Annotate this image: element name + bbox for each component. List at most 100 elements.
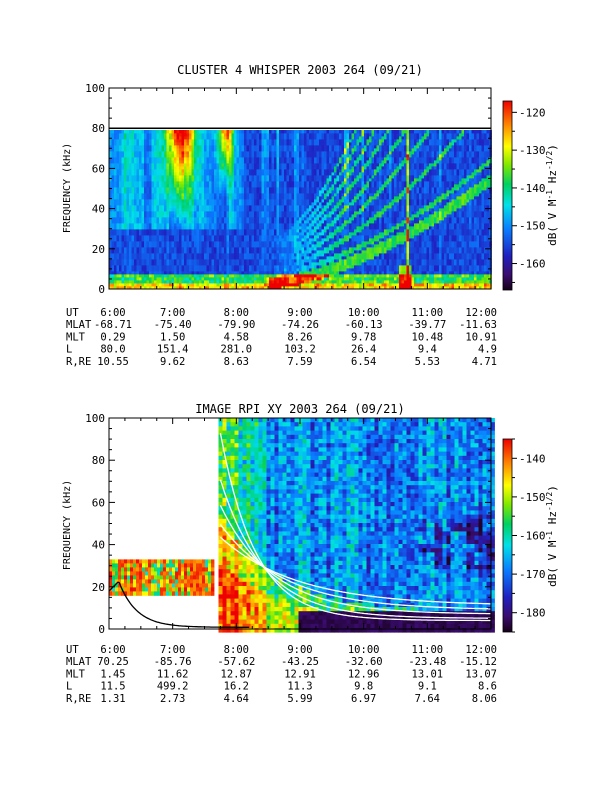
heatmap-cell [341,202,345,206]
heatmap-cell [236,262,240,266]
heatmap-cell [291,157,295,161]
heatmap-cell [184,280,187,284]
heatmap-cell [296,211,300,215]
heatmap-cell [126,247,130,251]
heatmap-cell [296,265,300,269]
heatmap-cell [171,148,175,152]
heatmap-cell [171,145,175,149]
heatmap-cell [179,217,182,221]
heatmap-cell [289,196,292,200]
heatmap-cell [224,193,227,197]
heatmap-cell [214,241,217,245]
heatmap-cell [236,205,240,209]
heatmap-cell [164,145,167,149]
heatmap-cell [284,175,287,179]
heatmap-cell [161,142,165,146]
heatmap-cell [126,205,130,209]
heatmap-cell [204,277,207,281]
heatmap-cell [336,208,340,212]
heatmap-cell [251,190,255,194]
heatmap-cell [284,202,287,206]
heatmap-cell [141,196,145,200]
heatmap-cell [161,262,165,266]
heatmap-cell [261,181,265,185]
heatmap-cell [121,280,125,284]
heatmap-cell [109,256,112,260]
heatmap-cell [316,259,320,263]
heatmap-cell [284,136,287,140]
heatmap-cell [254,226,257,230]
heatmap-cell [126,280,130,284]
heatmap-cell [126,232,130,236]
heatmap-cell [296,151,300,155]
heatmap-cell [131,169,135,173]
heatmap-cell [154,214,157,218]
heatmap-cell [324,193,327,197]
heatmap-cell [154,229,157,233]
heatmap-cell [274,283,277,287]
heatmap-cell [181,139,185,143]
heatmap-cell [154,154,157,158]
heatmap-cell [169,259,172,263]
heatmap-cell [276,283,280,287]
heatmap-cell [171,268,175,272]
heatmap-cell [271,169,275,173]
heatmap-cell [111,241,115,245]
heatmap-cell [206,238,210,242]
heatmap-cell [304,166,307,170]
heatmap-cell [154,271,157,275]
heatmap-cell [254,136,257,140]
heatmap-cell [139,259,142,263]
heatmap-cell [146,181,150,185]
heatmap-cell [259,199,262,203]
heatmap-cell [154,268,157,272]
heatmap-cell [276,160,280,164]
heatmap-cell [244,262,247,266]
heatmap-cell [166,139,170,143]
heatmap-cell [206,241,210,245]
heatmap-cell [146,253,150,257]
heatmap-cell [261,247,265,251]
heatmap-cell [326,217,330,221]
heatmap-cell [291,232,295,236]
heatmap-cell [274,142,277,146]
heatmap-cell [151,253,155,257]
heatmap-cell [131,247,135,251]
heatmap-cell [134,286,137,290]
heatmap-cell [246,238,250,242]
heatmap-cell [231,271,235,275]
heatmap-cell [166,187,170,191]
heatmap-cell [264,196,267,200]
heatmap-cell [111,217,115,221]
heatmap-cell [224,205,227,209]
heatmap-cell [249,265,252,269]
heatmap-cell [131,172,135,176]
heatmap-cell [306,130,310,134]
heatmap-cell [301,262,305,266]
heatmap-cell [286,226,290,230]
heatmap-cell [334,175,337,179]
heatmap-cell [119,130,122,134]
heatmap-cell [249,268,252,272]
heatmap-cell [136,151,140,155]
heatmap-cell [224,136,227,140]
heatmap-cell [126,190,130,194]
heatmap-cell [341,130,345,134]
heatmap-cell [321,256,325,260]
heatmap-cell [191,199,195,203]
heatmap-cell [339,262,342,266]
heatmap-cell [249,283,252,287]
heatmap-cell [121,217,125,221]
heatmap-cell [311,178,315,182]
heatmap-cell [339,169,342,173]
heatmap-cell [341,184,345,188]
heatmap-cell [239,163,242,167]
heatmap-cell [186,157,190,161]
heatmap-cell [241,286,245,290]
heatmap-cell [216,262,220,266]
heatmap-cell [326,277,330,281]
heatmap-cell [124,133,127,137]
heatmap-cell [214,133,217,137]
heatmap-cell [154,169,157,173]
heatmap-cell [239,142,242,146]
